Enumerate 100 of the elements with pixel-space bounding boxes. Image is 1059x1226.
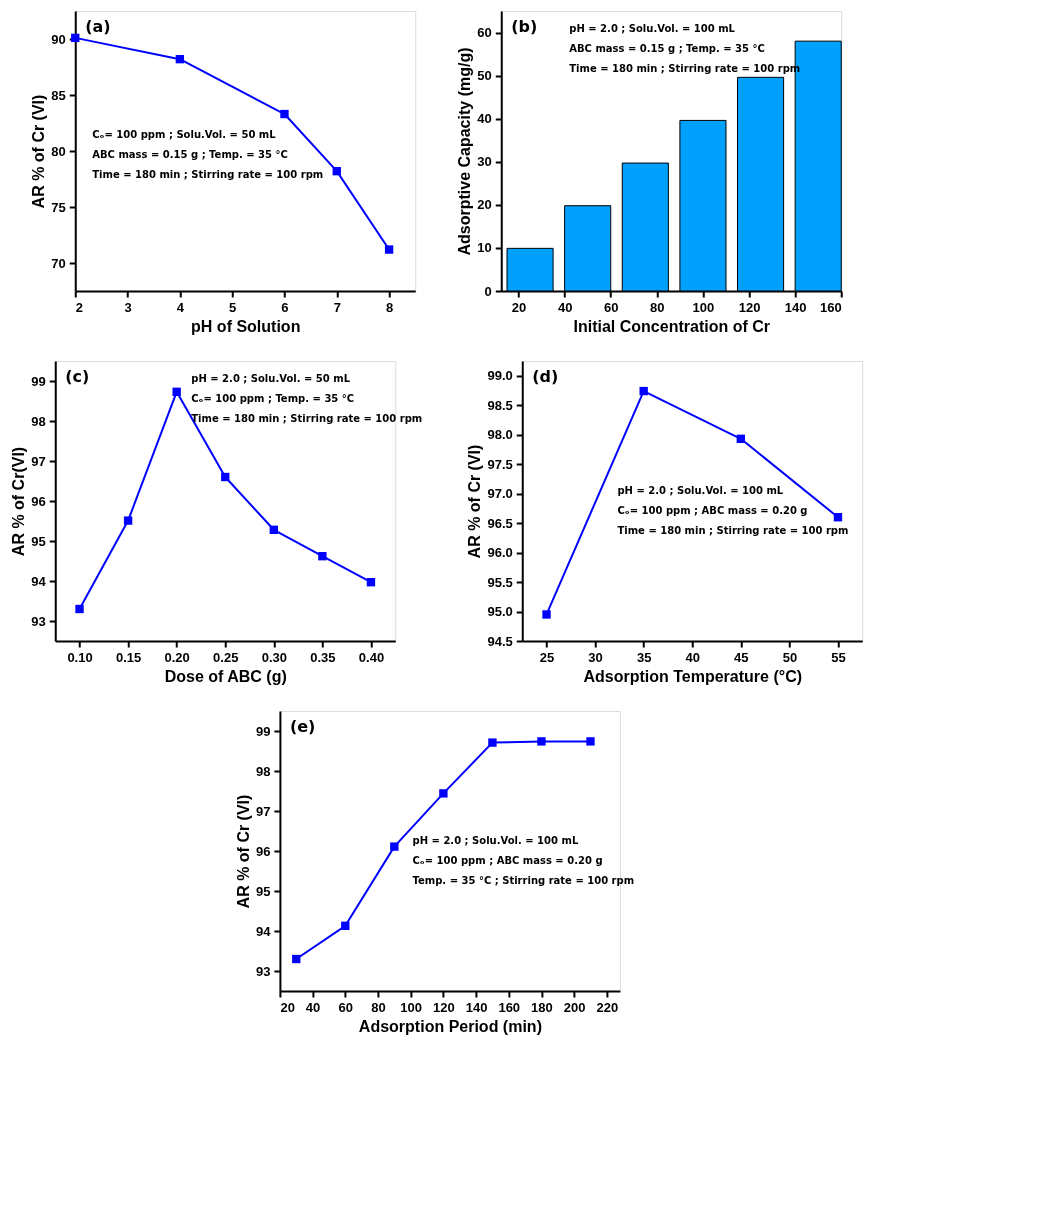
x-axis-title: Adsorption Period (min) (358, 1017, 542, 1035)
y-tick-label: 80 (51, 143, 66, 159)
annotation: Time = 180 min ; Stirring rate = 100 rpm (617, 524, 849, 536)
y-tick-label: 90 (51, 31, 66, 47)
x-tick-label: 100 (692, 299, 715, 315)
y-tick-label: 97.0 (487, 486, 513, 502)
point (221, 472, 230, 482)
x-tick-label: 60 (604, 299, 619, 315)
y-tick-label: 95.5 (487, 574, 513, 590)
y-axis-title: AR % of Cr (VI) (234, 794, 252, 909)
annotation: ABC mass = 0.15 g ; Temp. = 35 °C (92, 149, 288, 160)
y-tick-label: 93 (255, 963, 271, 979)
point (71, 33, 80, 43)
annotation: pH = 2.0 ; Solu.Vol. = 100 mL (412, 834, 579, 846)
y-tick-label: 85 (51, 87, 66, 103)
x-axis-title: pH of Solution (191, 317, 301, 335)
x-tick-label: 140 (784, 299, 807, 315)
x-tick-label: 0.10 (67, 649, 93, 665)
x-tick-label: 0.35 (310, 649, 336, 665)
point (366, 578, 376, 587)
x-tick-label: 0.25 (213, 649, 239, 665)
point (123, 516, 133, 525)
x-tick-label: 0.30 (261, 649, 287, 665)
x-tick-label: 160 (820, 299, 842, 315)
point (280, 109, 289, 119)
annotation: ABC mass = 0.15 g ; Temp. = 35 °C (569, 42, 765, 54)
y-tick-label: 97 (31, 453, 46, 469)
point (292, 954, 301, 964)
point (390, 842, 399, 851)
y-tick-label: 10 (477, 240, 492, 256)
y-tick-label: 95 (255, 883, 271, 899)
point (269, 525, 279, 534)
annotation: (e) (289, 717, 316, 736)
x-tick-label: 8 (385, 299, 394, 315)
x-tick-label: 0.15 (115, 649, 142, 665)
y-tick-label: 50 (477, 68, 492, 84)
annotation: (c) (65, 367, 90, 386)
point (736, 434, 746, 443)
annotation: (d) (532, 367, 559, 386)
annotation: Cₒ= 100 ppm ; Solu.Vol. = 50 mL (92, 129, 277, 140)
x-tick-label: 20 (511, 299, 527, 315)
point (639, 386, 648, 396)
y-tick-label: 30 (477, 154, 492, 170)
y-tick-label: 0 (484, 283, 492, 299)
y-tick-label: 99.0 (487, 368, 513, 384)
annotation: pH = 2.0 ; Solu.Vol. = 100 mL (569, 22, 736, 34)
y-axis-title: AR % of Cr (VI) (466, 444, 484, 559)
x-tick-label: 35 (636, 649, 652, 665)
y-tick-label: 20 (477, 197, 492, 213)
y-tick-label: 98.0 (487, 427, 513, 443)
annotation: Cₒ= 100 ppm ; ABC mass = 0.20 g (617, 504, 808, 516)
annotation: Temp. = 35 °C ; Stirring rate = 100 rpm (412, 874, 635, 886)
annotation: Cₒ= 100 ppm ; Temp. = 35 °C (191, 392, 355, 404)
y-tick-label: 94 (31, 573, 47, 589)
x-axis-title: Initial Concentration of Cr (573, 317, 770, 335)
point (586, 737, 595, 746)
y-tick-label: 98.5 (487, 397, 513, 413)
x-tick-label: 45 (734, 649, 749, 665)
point (537, 737, 546, 746)
y-tick-label: 99 (31, 373, 46, 389)
point (542, 610, 551, 619)
x-tick-label: 40 (557, 299, 573, 315)
x-tick-label: 5 (229, 299, 237, 315)
y-tick-label: 98 (31, 413, 46, 429)
x-tick-label: 6 (281, 299, 289, 315)
x-axis-title: Adsorption Temperature (°C) (583, 667, 803, 685)
y-tick-label: 40 (477, 111, 492, 127)
y-tick-label: 97.5 (487, 456, 513, 472)
x-tick-label: 100 (400, 999, 423, 1015)
y-tick-label: 70 (51, 255, 66, 271)
point (384, 245, 394, 254)
y-tick-label: 93 (31, 613, 46, 629)
y-tick-label: 96 (31, 493, 46, 509)
x-tick-label: 4 (176, 299, 185, 315)
point (175, 54, 185, 64)
point (172, 387, 181, 396)
annotation: pH = 2.0 ; Solu.Vol. = 50 mL (191, 372, 351, 384)
point (341, 921, 350, 930)
y-axis-title: Adsorptive Capacity (mg/g) (456, 47, 474, 256)
x-tick-label: 80 (371, 999, 386, 1015)
y-tick-label: 98 (255, 763, 271, 779)
x-tick-label: 50 (782, 649, 798, 665)
annotation: (b) (511, 17, 538, 36)
x-tick-label: 180 (531, 999, 553, 1015)
point (318, 552, 327, 561)
y-axis-title: AR % of Cr (VI) (30, 94, 48, 209)
y-tick-label: 97 (255, 803, 271, 819)
x-tick-label: 30 (588, 649, 603, 665)
point (75, 604, 84, 614)
x-tick-label: 120 (738, 299, 761, 315)
point (332, 166, 341, 176)
x-axis-title: Dose of ABC (g) (164, 667, 287, 685)
x-tick-label: 0.40 (358, 649, 385, 665)
y-tick-label: 94 (255, 923, 272, 939)
x-tick-label: 60 (338, 999, 354, 1015)
x-tick-label: 20 (280, 999, 295, 1015)
x-tick-label: 25 (539, 649, 555, 665)
annotation: Time = 180 min ; Stirring rate = 100 rpm (92, 169, 324, 180)
x-tick-label: 220 (596, 999, 619, 1015)
point (439, 789, 448, 798)
